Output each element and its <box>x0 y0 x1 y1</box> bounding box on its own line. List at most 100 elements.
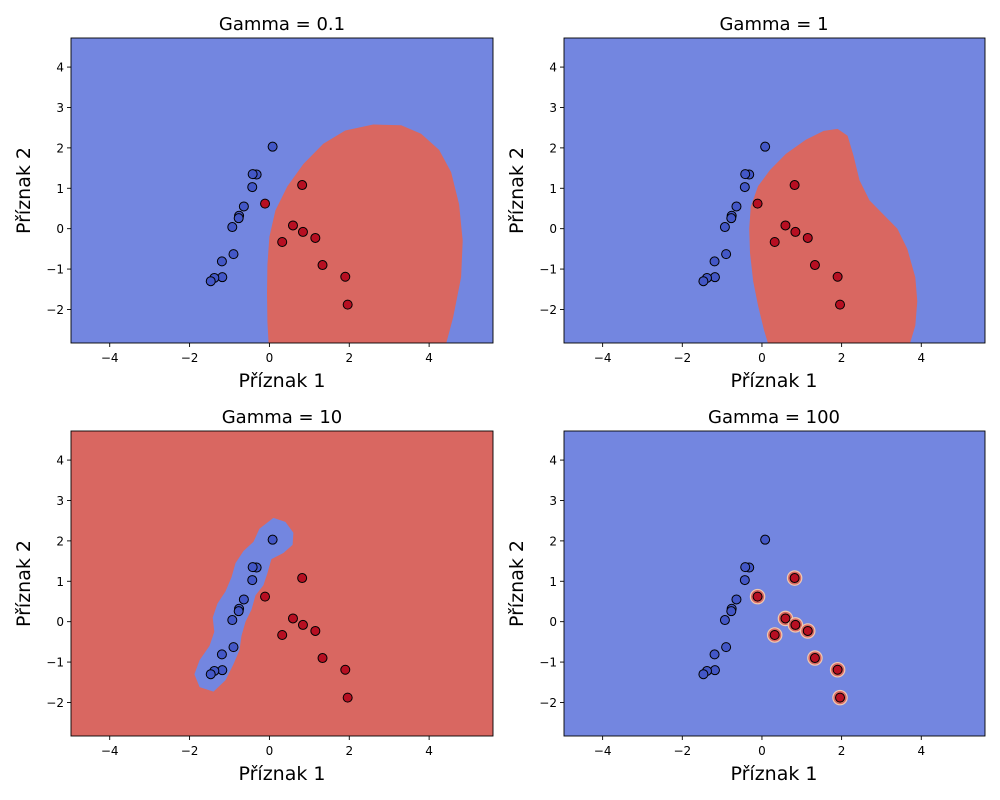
panel-title: Gamma = 100 <box>708 407 840 428</box>
x-tick-label: 4 <box>425 744 433 758</box>
data-point-class0 <box>731 201 742 212</box>
plot-area <box>71 431 493 736</box>
x-tick-label: −4 <box>594 744 612 758</box>
data-point-class0 <box>267 534 278 545</box>
x-tick-label: −4 <box>101 744 119 758</box>
y-tick-label: −1 <box>46 263 64 277</box>
data-point-class1 <box>317 260 328 271</box>
y-tick-label: 4 <box>56 454 64 468</box>
data-point-class0 <box>205 276 216 287</box>
data-point-class1 <box>769 630 780 641</box>
x-tick-label: 0 <box>758 744 766 758</box>
y-axis-label: Příznak 2 <box>506 147 528 234</box>
panel-gamma-10: Gamma = 10 Příznak 1 Příznak 2 −4 −2 0 2 4 −2… <box>13 407 494 785</box>
data-point-class0 <box>227 222 238 233</box>
panel-title: Gamma = 0.1 <box>219 14 345 35</box>
y-tick-label: −1 <box>46 656 64 670</box>
decision-region-background <box>71 431 493 736</box>
data-point-class1 <box>832 664 843 675</box>
data-point-class0 <box>227 615 238 626</box>
panel-gamma-0-1: Gamma = 0.1 Příznak 1 Příznak 2 −4 −2 0 2 4 −… <box>13 14 494 392</box>
y-tick-label: 4 <box>56 61 64 75</box>
data-point-class0 <box>238 201 249 212</box>
data-point-class0 <box>216 649 227 660</box>
x-tick-label: 2 <box>838 351 846 365</box>
x-tick-label: 0 <box>266 744 274 758</box>
x-axis-label: Příznak 1 <box>730 763 817 785</box>
y-tick-label: 2 <box>549 141 557 155</box>
data-point-class1 <box>297 180 308 191</box>
data-point-class0 <box>726 213 737 224</box>
plot-area <box>564 38 985 343</box>
data-point-class1 <box>277 237 288 248</box>
panel-title: Gamma = 10 <box>222 407 343 428</box>
data-point-class0 <box>247 169 258 180</box>
y-tick-label: −2 <box>46 696 64 710</box>
y-tick-label: −2 <box>539 303 557 317</box>
x-tick-label: 2 <box>345 351 353 365</box>
data-point-class0 <box>721 249 732 260</box>
x-tick-label: −2 <box>181 351 199 365</box>
x-tick-label: −4 <box>594 351 612 365</box>
y-tick-label: 2 <box>56 534 64 548</box>
data-point-class1 <box>809 260 820 271</box>
plot-area <box>564 431 985 736</box>
data-point-class0 <box>726 606 737 617</box>
y-tick-label: 3 <box>549 494 557 508</box>
data-point-class0 <box>247 182 258 193</box>
data-point-class0 <box>719 615 730 626</box>
x-tick-label: 2 <box>838 744 846 758</box>
y-tick-label: 1 <box>549 182 557 196</box>
data-point-class0 <box>267 141 278 152</box>
data-point-class1 <box>317 653 328 664</box>
data-point-class0 <box>740 169 751 180</box>
data-point-class1 <box>310 625 321 636</box>
x-tick-label: 4 <box>917 744 925 758</box>
data-point-class0 <box>719 222 730 233</box>
y-tick-label: 1 <box>56 575 64 589</box>
panel-gamma-1: Gamma = 1 Příznak 1 Příznak 2 −4 −2 0 2 4 −2 −… <box>506 14 986 392</box>
data-point-class1 <box>832 271 843 282</box>
data-point-class1 <box>789 573 800 584</box>
data-point-class1 <box>769 237 780 248</box>
data-point-class1 <box>835 692 846 703</box>
data-point-class1 <box>835 299 846 310</box>
x-tick-label: 0 <box>266 351 274 365</box>
data-point-class1 <box>790 619 801 630</box>
y-tick-label: 3 <box>56 101 64 115</box>
data-point-class1 <box>287 220 298 231</box>
data-point-class0 <box>205 669 216 680</box>
data-point-class1 <box>342 299 353 310</box>
y-tick-label: 0 <box>549 615 557 629</box>
data-point-class1 <box>260 591 271 602</box>
data-point-class1 <box>802 232 813 243</box>
data-point-class0 <box>238 594 249 605</box>
y-tick-label: 0 <box>549 222 557 236</box>
data-point-class1 <box>297 619 308 630</box>
decision-region-background <box>564 431 985 736</box>
y-axis-label: Příznak 2 <box>13 540 35 627</box>
y-tick-label: 1 <box>56 182 64 196</box>
y-tick-label: 0 <box>56 615 64 629</box>
x-axis-label: Příznak 1 <box>238 370 325 392</box>
x-tick-label: 0 <box>758 351 766 365</box>
data-point-class1 <box>342 692 353 703</box>
y-tick-label: −1 <box>539 656 557 670</box>
y-tick-label: −1 <box>539 263 557 277</box>
data-point-class0 <box>760 534 771 545</box>
data-point-class1 <box>752 198 763 209</box>
data-point-class0 <box>731 594 742 605</box>
y-axis-label: Příznak 2 <box>506 540 528 627</box>
y-axis-label: Příznak 2 <box>13 147 35 234</box>
data-point-class1 <box>780 220 791 231</box>
data-point-class0 <box>228 249 239 260</box>
data-point-class1 <box>789 180 800 191</box>
data-point-class1 <box>809 653 820 664</box>
data-point-class1 <box>340 664 351 675</box>
y-tick-label: 0 <box>56 222 64 236</box>
y-tick-label: −2 <box>46 303 64 317</box>
data-point-class1 <box>297 226 308 237</box>
plot-frame <box>70 430 494 737</box>
plot-frame <box>70 37 494 344</box>
x-tick-label: 2 <box>345 744 353 758</box>
